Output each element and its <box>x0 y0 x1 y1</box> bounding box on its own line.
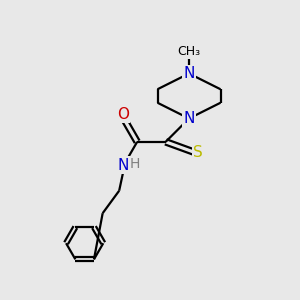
Text: O: O <box>117 107 129 122</box>
Text: N: N <box>183 66 195 81</box>
Text: N: N <box>183 111 195 126</box>
Text: N: N <box>118 158 129 173</box>
Text: H: H <box>130 157 140 171</box>
Text: S: S <box>194 145 203 160</box>
Text: CH₃: CH₃ <box>177 45 201 58</box>
